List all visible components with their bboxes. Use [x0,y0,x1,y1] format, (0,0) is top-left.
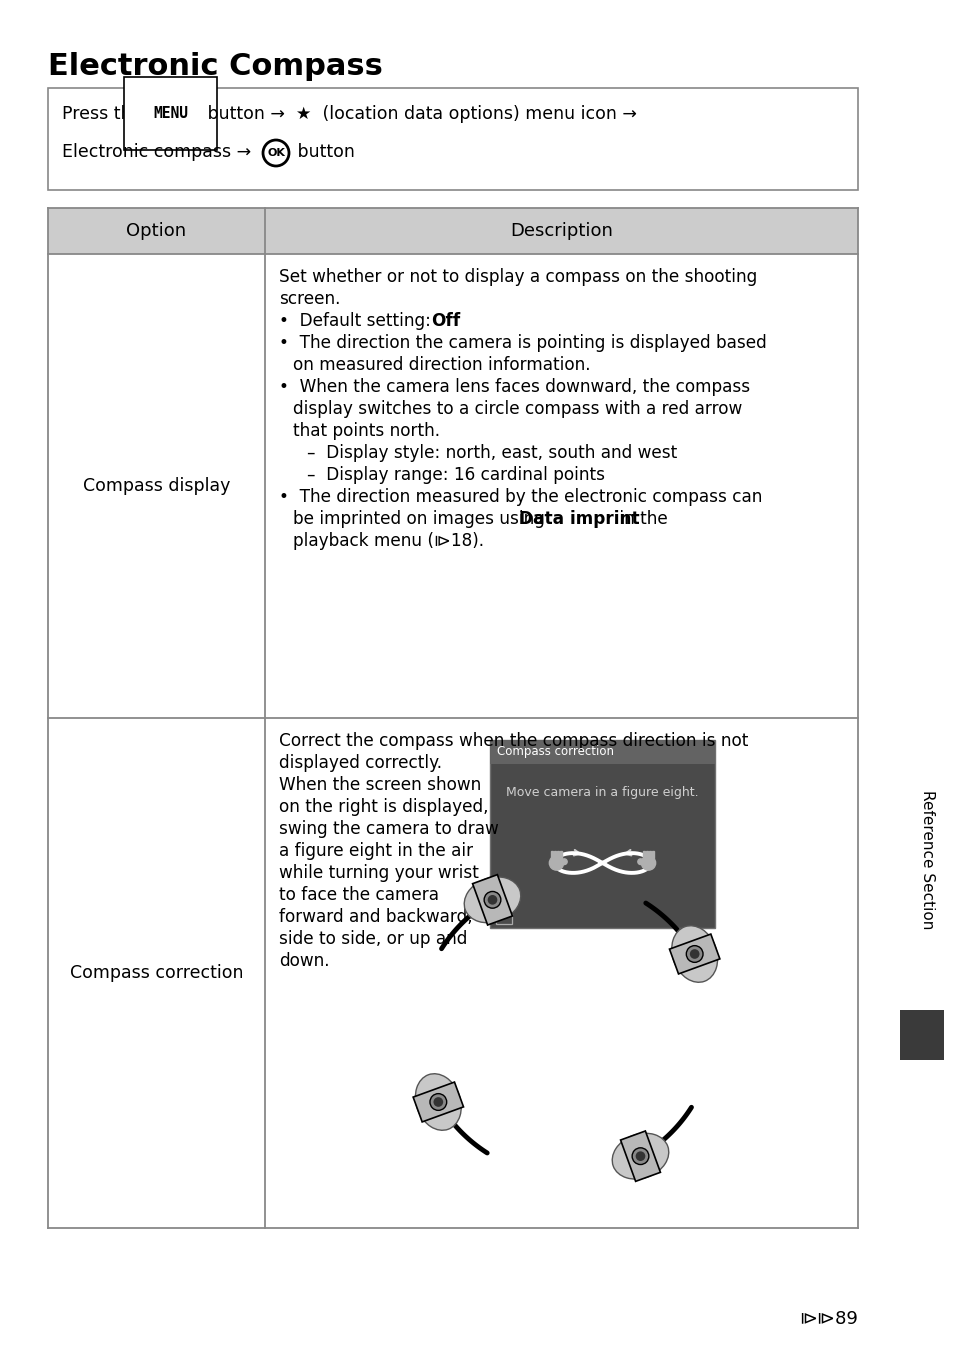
Ellipse shape [415,1073,460,1130]
Bar [559,851,561,858]
Text: on measured direction information.: on measured direction information. [293,356,590,374]
Text: a figure eight in the air: a figure eight in the air [278,842,473,859]
Polygon shape [472,874,512,925]
Polygon shape [669,933,720,974]
Text: button: button [292,143,355,161]
Text: Move camera in a figure eight.: Move camera in a figure eight. [506,785,699,799]
Circle shape [549,855,563,870]
Bar [551,851,553,858]
Circle shape [433,1098,443,1107]
Text: –  Display style: north, east, south and west: – Display style: north, east, south and … [307,444,677,461]
Text: Reference Section: Reference Section [920,791,935,929]
Text: •  Default setting:: • Default setting: [278,312,436,330]
Circle shape [561,859,567,865]
Text: Description: Description [510,222,612,239]
Circle shape [689,950,699,959]
Text: screen.: screen. [278,291,340,308]
Ellipse shape [671,925,717,982]
Text: •  When the camera lens faces downward, the compass: • When the camera lens faces downward, t… [278,378,749,395]
Text: Off: Off [431,312,459,330]
Bar [48,208,857,254]
Text: forward and backward,: forward and backward, [278,908,472,925]
Text: OK: OK [267,148,285,157]
Text: Press the: Press the [62,105,153,122]
Circle shape [685,946,702,963]
Text: •  The direction measured by the electronic compass can: • The direction measured by the electron… [278,488,761,506]
Ellipse shape [612,1134,668,1180]
Text: –  Display range: 16 cardinal points: – Display range: 16 cardinal points [307,465,604,484]
Text: down.: down. [278,952,330,970]
Text: Correct the compass when the compass direction is not: Correct the compass when the compass dir… [278,732,747,751]
Text: while turning your wrist: while turning your wrist [278,863,478,882]
Circle shape [638,859,643,865]
Bar [642,851,644,858]
Text: Data imprint: Data imprint [518,510,639,529]
Text: swing the camera to draw: swing the camera to draw [278,820,498,838]
Polygon shape [619,1131,659,1181]
Text: Compass display: Compass display [83,477,230,495]
Text: Compass correction: Compass correction [70,964,243,982]
Polygon shape [413,1083,463,1122]
Bar [648,851,650,858]
Circle shape [483,892,500,908]
Bar [48,87,857,190]
Text: Set whether or not to display a compass on the shooting: Set whether or not to display a compass … [278,268,757,286]
Bar [490,740,714,928]
Bar [899,1010,943,1060]
Text: side to side, or up and: side to side, or up and [278,929,467,948]
Bar [557,851,558,858]
Ellipse shape [464,877,520,923]
Text: MENU: MENU [152,106,188,121]
Text: on the right is displayed,: on the right is displayed, [278,798,488,816]
Circle shape [640,855,655,870]
Circle shape [487,894,497,905]
Text: Electronic compass →: Electronic compass → [62,143,262,161]
Text: in the: in the [614,510,667,529]
Circle shape [632,1147,648,1165]
Text: playback menu (⧐18).: playback menu (⧐18). [293,533,483,550]
Circle shape [635,1151,644,1161]
Bar [651,851,653,858]
Text: ⧐⧐89: ⧐⧐89 [799,1310,857,1328]
Text: to face the camera: to face the camera [278,886,438,904]
Text: be imprinted on images using: be imprinted on images using [293,510,550,529]
Text: displayed correctly.: displayed correctly. [278,755,441,772]
Text: Electronic Compass: Electronic Compass [48,52,382,81]
Circle shape [430,1093,446,1111]
Text: display switches to a circle compass with a red arrow: display switches to a circle compass wit… [293,399,741,418]
Bar [496,915,512,924]
Text: Option: Option [127,222,187,239]
Text: •  The direction the camera is pointing is displayed based: • The direction the camera is pointing i… [278,334,766,352]
Text: that points north.: that points north. [293,422,439,440]
Text: button →  ★  (location data options) menu icon →: button → ★ (location data options) menu … [202,105,637,122]
Bar [645,851,647,858]
Bar [490,740,714,764]
Bar [554,851,556,858]
Text: When the screen shown: When the screen shown [278,776,480,794]
Text: Compass correction: Compass correction [497,745,614,759]
